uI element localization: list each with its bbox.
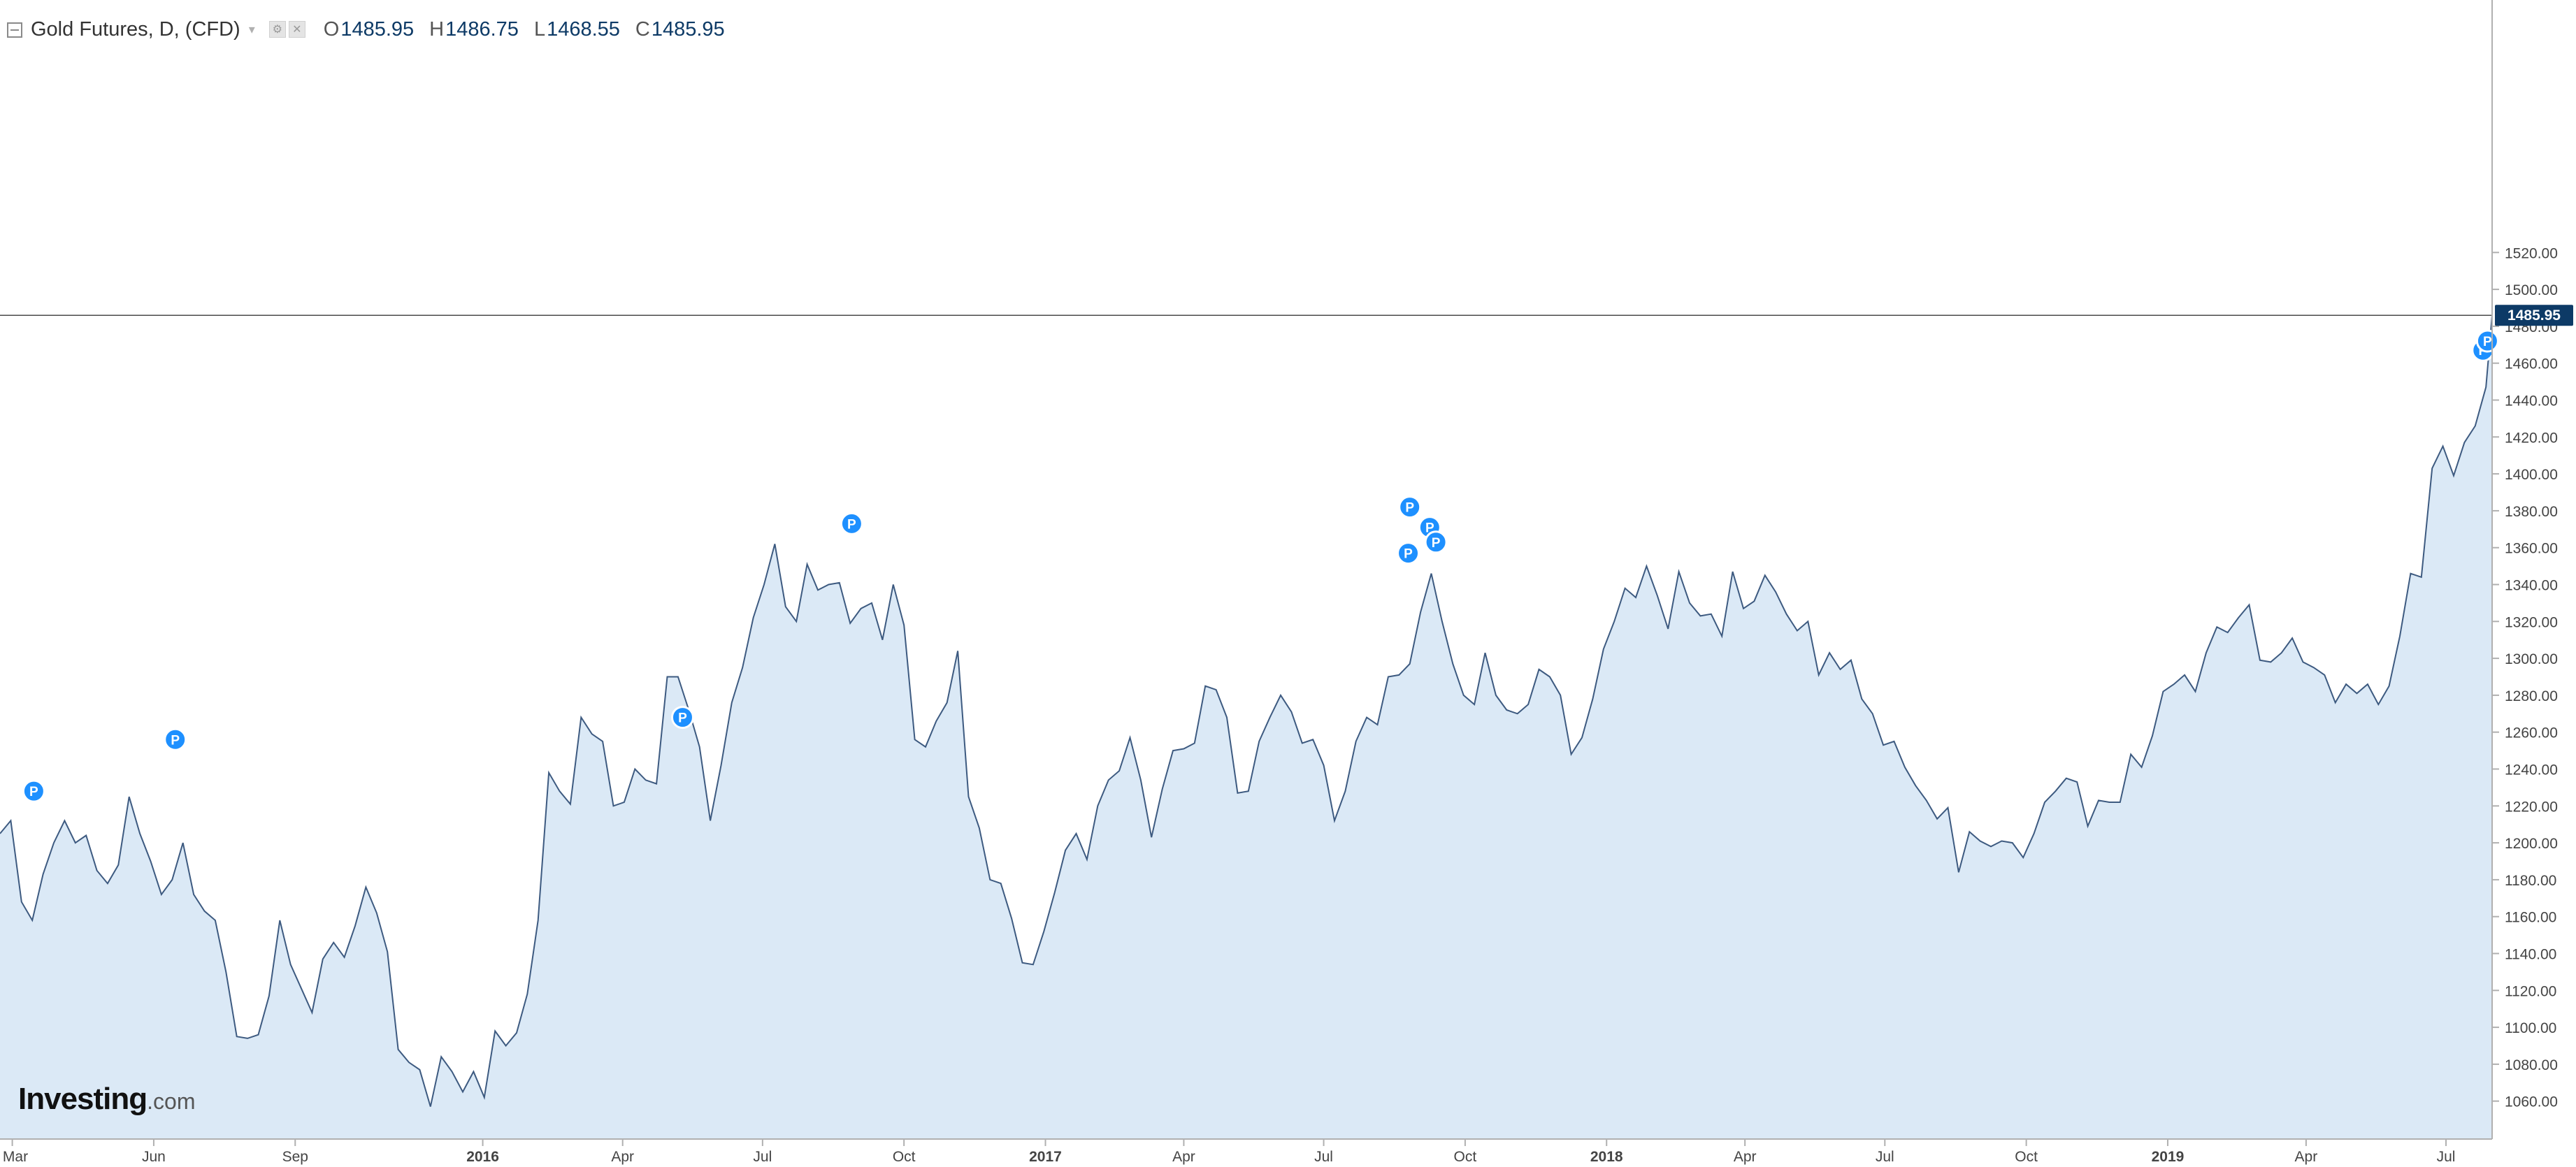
chart-legend: Gold Futures, D, (CFD) ▾ ⚙ ✕ O1485.95 H1… — [7, 15, 725, 43]
y-tick-label: 1080.00 — [2505, 1057, 2558, 1073]
y-tick-label: 1360.00 — [2505, 541, 2558, 557]
x-tick-label: Mar — [3, 1149, 28, 1165]
event-marker-label: P — [847, 517, 856, 532]
y-tick-label: 1500.00 — [2505, 282, 2558, 298]
event-marker-circle — [670, 706, 694, 730]
y-tick-label: 1260.00 — [2505, 725, 2558, 741]
y-tick-label: 1460.00 — [2505, 356, 2558, 372]
x-tick-label: 2016 — [466, 1149, 499, 1165]
event-marker[interactable]: P — [1424, 530, 1448, 554]
event-marker[interactable]: P — [22, 779, 45, 803]
x-tick-label: Apr — [1172, 1149, 1195, 1165]
chevron-down-icon[interactable]: ▾ — [248, 22, 255, 36]
event-marker-label: P — [678, 711, 687, 726]
settings-icon[interactable]: ⚙ — [268, 21, 286, 38]
event-marker-circle — [1397, 542, 1420, 565]
x-tick-label: Oct — [893, 1149, 916, 1165]
time-axis[interactable]: Mar Jun Sep 2016 Apr Jul Oct 2017 Apr Jul Oct 2018 A… — [3, 1139, 2456, 1165]
x-tick-label: Jun — [142, 1149, 166, 1165]
event-marker-circle — [164, 727, 187, 751]
x-tick-label: 2019 — [2152, 1149, 2185, 1165]
y-tick-label: 1060.00 — [2505, 1094, 2558, 1110]
x-tick-label: Sep — [282, 1149, 308, 1165]
event-marker-circle — [1424, 530, 1448, 554]
event-marker-label: P — [1432, 536, 1441, 551]
event-marker[interactable]: P — [670, 706, 694, 730]
y-tick-label: 1340.00 — [2505, 578, 2558, 594]
event-marker-label: P — [2483, 335, 2492, 349]
open-value: O1485.95 — [323, 17, 415, 41]
x-tick-label: Jul — [753, 1149, 772, 1165]
event-marker-circle — [22, 779, 45, 803]
event-marker-circle — [1398, 495, 1422, 519]
event-marker[interactable]: P — [1397, 542, 1420, 565]
y-tick-label: 1220.00 — [2505, 799, 2558, 815]
event-marker[interactable]: P — [840, 512, 863, 535]
event-marker-label: P — [1404, 547, 1413, 562]
symbol-title[interactable]: Gold Futures, D, (CFD) — [31, 17, 240, 41]
x-tick-label: Jul — [1314, 1149, 1333, 1165]
y-tick-label: 1320.00 — [2505, 614, 2558, 630]
x-tick-label: Apr — [1734, 1149, 1757, 1165]
event-marker-label: P — [171, 733, 180, 748]
price-axis[interactable]: 1060.00 1080.00 1100.00 1120.00 1140.00 1160.… — [2492, 245, 2558, 1110]
investing-logo: Investing.com — [18, 1082, 196, 1116]
y-tick-label: 1520.00 — [2505, 245, 2558, 261]
price-line — [0, 315, 2493, 1107]
y-tick-label: 1140.00 — [2505, 947, 2556, 963]
y-tick-label: 1380.00 — [2505, 504, 2558, 520]
y-tick-label: 1120.00 — [2505, 983, 2556, 999]
y-tick-label: 1300.00 — [2505, 651, 2558, 667]
remove-icon[interactable]: ✕ — [288, 21, 305, 38]
collapse-icon[interactable] — [7, 22, 22, 38]
y-tick-label: 1240.00 — [2505, 762, 2558, 778]
y-tick-label: 1180.00 — [2505, 873, 2556, 889]
y-tick-label: 1440.00 — [2505, 393, 2558, 409]
y-tick-label: 1100.00 — [2505, 1020, 2556, 1036]
x-tick-label: Jul — [1876, 1149, 1894, 1165]
event-marker-circle — [840, 512, 863, 535]
y-tick-label: 1200.00 — [2505, 836, 2558, 852]
y-tick-label: 1160.00 — [2505, 910, 2556, 926]
x-tick-label: Jul — [2437, 1149, 2456, 1165]
low-value: L1468.55 — [533, 17, 620, 41]
event-marker[interactable]: P — [1398, 495, 1422, 519]
x-tick-label: Oct — [2015, 1149, 2038, 1165]
close-value: C1485.95 — [635, 17, 725, 41]
event-marker[interactable]: P — [2475, 329, 2499, 353]
last-price-tag-bg — [2495, 305, 2573, 326]
y-tick-label: 1400.00 — [2505, 467, 2558, 483]
x-tick-label: Apr — [2295, 1149, 2318, 1165]
y-tick-label: 1280.00 — [2505, 688, 2558, 704]
x-tick-label: 2018 — [1590, 1149, 1623, 1165]
x-tick-label: Oct — [1454, 1149, 1477, 1165]
event-marker-label: P — [29, 785, 38, 799]
event-marker[interactable]: P — [164, 727, 187, 751]
price-area-fill — [0, 315, 2492, 1140]
last-price-tag: 1485.95 — [2495, 305, 2573, 326]
x-tick-label: Apr — [611, 1149, 634, 1165]
y-tick-label: 1420.00 — [2505, 430, 2558, 446]
x-tick-label: 2017 — [1029, 1149, 1062, 1165]
high-value: H1486.75 — [429, 17, 519, 41]
event-marker-label: P — [1405, 501, 1414, 516]
last-price-tag-text: 1485.95 — [2507, 307, 2561, 324]
